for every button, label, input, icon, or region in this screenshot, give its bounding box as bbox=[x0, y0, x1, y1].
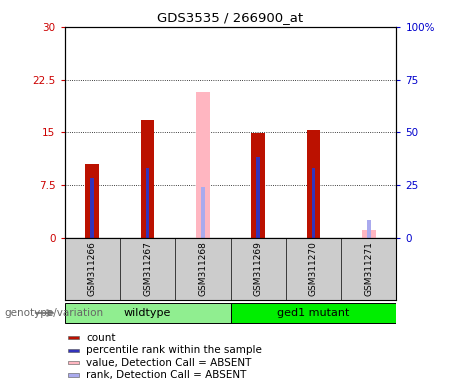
Text: GSM311269: GSM311269 bbox=[254, 242, 263, 296]
Text: value, Detection Call = ABSENT: value, Detection Call = ABSENT bbox=[86, 358, 252, 367]
Bar bbox=[367, 220, 371, 238]
Bar bbox=[68, 373, 79, 377]
Bar bbox=[230, 303, 396, 323]
Bar bbox=[85, 164, 99, 238]
Bar bbox=[65, 303, 230, 323]
Bar bbox=[201, 187, 205, 238]
Text: ged1 mutant: ged1 mutant bbox=[278, 308, 349, 318]
Text: GSM311271: GSM311271 bbox=[364, 242, 373, 296]
Bar bbox=[68, 336, 79, 339]
Bar bbox=[146, 168, 149, 238]
Text: GSM311267: GSM311267 bbox=[143, 242, 152, 296]
Bar bbox=[307, 131, 320, 238]
Bar bbox=[251, 133, 265, 238]
Text: wildtype: wildtype bbox=[124, 308, 171, 318]
Text: count: count bbox=[86, 333, 116, 343]
Bar bbox=[362, 230, 376, 238]
Text: GSM311270: GSM311270 bbox=[309, 242, 318, 296]
Bar bbox=[68, 349, 79, 352]
Bar bbox=[68, 361, 79, 364]
Text: GSM311266: GSM311266 bbox=[88, 242, 97, 296]
Bar bbox=[141, 120, 154, 238]
Bar bbox=[312, 168, 315, 238]
Bar bbox=[90, 178, 94, 238]
Text: rank, Detection Call = ABSENT: rank, Detection Call = ABSENT bbox=[86, 370, 247, 380]
Bar bbox=[196, 92, 210, 238]
Bar bbox=[256, 157, 260, 238]
Text: genotype/variation: genotype/variation bbox=[5, 308, 104, 318]
Title: GDS3535 / 266900_at: GDS3535 / 266900_at bbox=[158, 11, 303, 24]
Text: GSM311268: GSM311268 bbox=[198, 242, 207, 296]
Text: percentile rank within the sample: percentile rank within the sample bbox=[86, 345, 262, 355]
